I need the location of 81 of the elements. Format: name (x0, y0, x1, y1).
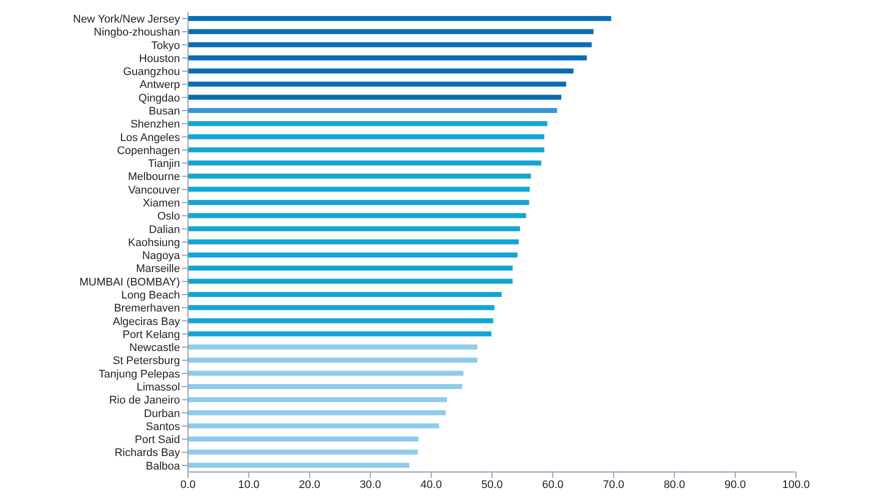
y-tick-label: Long Beach (121, 289, 180, 302)
y-tick-label: Kaohsiung (128, 236, 180, 249)
bar (188, 397, 448, 402)
y-tick-label: Marseille (136, 263, 180, 276)
x-tick-label: 100.0 (782, 478, 810, 491)
bar (188, 358, 478, 363)
x-tick-label: 60.0 (542, 478, 564, 491)
y-tick-label: Melbourne (128, 171, 180, 184)
y-tick-label: Houston (139, 52, 180, 65)
y-tick-label: Shenzhen (130, 118, 180, 131)
bar (188, 318, 494, 324)
bar (188, 305, 494, 310)
y-tick-label: Los Angeles (120, 132, 180, 144)
y-tick-label: Port Said (134, 434, 180, 446)
bar (188, 226, 520, 232)
y-tick-label: Tianjin (148, 158, 180, 170)
bar (188, 55, 587, 60)
bar (188, 121, 548, 126)
bar (188, 344, 478, 350)
x-tick-label: 50.0 (481, 478, 503, 491)
bar (188, 186, 530, 192)
x-tick-label: 10.0 (238, 478, 260, 491)
bar (188, 147, 544, 152)
y-tick-label: Copenhagen (116, 144, 180, 157)
bar (188, 68, 574, 74)
bar (188, 94, 562, 100)
y-tick-label: Balboa (146, 460, 181, 472)
y-tick-label: Qingdao (138, 92, 180, 104)
x-tick-label: 90.0 (724, 478, 746, 491)
bar (188, 174, 531, 179)
y-tick-label: Ningbo-zhoushan (94, 26, 180, 39)
x-tick-label: 40.0 (420, 478, 442, 491)
bar (188, 436, 418, 442)
y-tick-label: Guangzhou (123, 66, 180, 78)
bar (188, 82, 566, 87)
y-tick-label: Xiamen (142, 197, 180, 210)
y-tick-label: Algeciras Bay (112, 316, 180, 328)
bar (188, 213, 526, 218)
y-tick-label: Newcastle (129, 342, 180, 354)
x-tick-label: 20.0 (298, 478, 320, 491)
x-tick-label: 30.0 (360, 478, 382, 491)
y-tick-label: Tokyo (151, 40, 180, 52)
y-tick-label: Tanjung Pelepas (98, 368, 180, 380)
bar (188, 160, 542, 166)
bar (188, 370, 464, 376)
bar (188, 266, 513, 271)
bar (188, 16, 612, 21)
bar (188, 200, 530, 205)
y-tick-label: Nagoya (142, 250, 181, 262)
bar (188, 29, 594, 34)
bar (188, 292, 502, 297)
y-tick-label: Durban (144, 408, 180, 420)
x-tick-label: 70.0 (602, 478, 624, 491)
bar (188, 410, 446, 416)
y-tick-label: Busan (148, 105, 180, 118)
x-tick-label: 80.0 (664, 478, 686, 491)
bar (188, 278, 513, 284)
bar (188, 108, 558, 113)
y-tick-label: MUMBAI (BOMBAY) (79, 276, 180, 288)
bar (188, 239, 519, 244)
y-tick-label: Oslo (157, 210, 180, 223)
x-tick-label: 0.0 (180, 478, 196, 491)
bar (188, 252, 518, 258)
y-tick-label: New York/New Jersey (73, 13, 180, 26)
bar (188, 42, 592, 48)
bar (188, 462, 410, 468)
bar (188, 134, 544, 140)
bar (188, 423, 440, 428)
y-tick-label: Vancouver (128, 184, 180, 196)
y-tick-label: Bremerhaven (114, 302, 180, 315)
y-tick-label: Santos (146, 420, 180, 433)
bar (188, 384, 462, 389)
y-tick-label: Richards Bay (114, 447, 180, 460)
bar (188, 450, 418, 455)
y-tick-label: Antwerp (140, 79, 180, 92)
y-tick-label: Port Kelang (122, 328, 180, 341)
y-tick-label: Limassol (136, 381, 180, 394)
y-tick-label: Dalian (148, 224, 180, 236)
y-tick-label: St Petersburg (112, 355, 180, 368)
y-tick-label: Rio de Janeiro (109, 394, 180, 407)
bar (188, 331, 492, 336)
